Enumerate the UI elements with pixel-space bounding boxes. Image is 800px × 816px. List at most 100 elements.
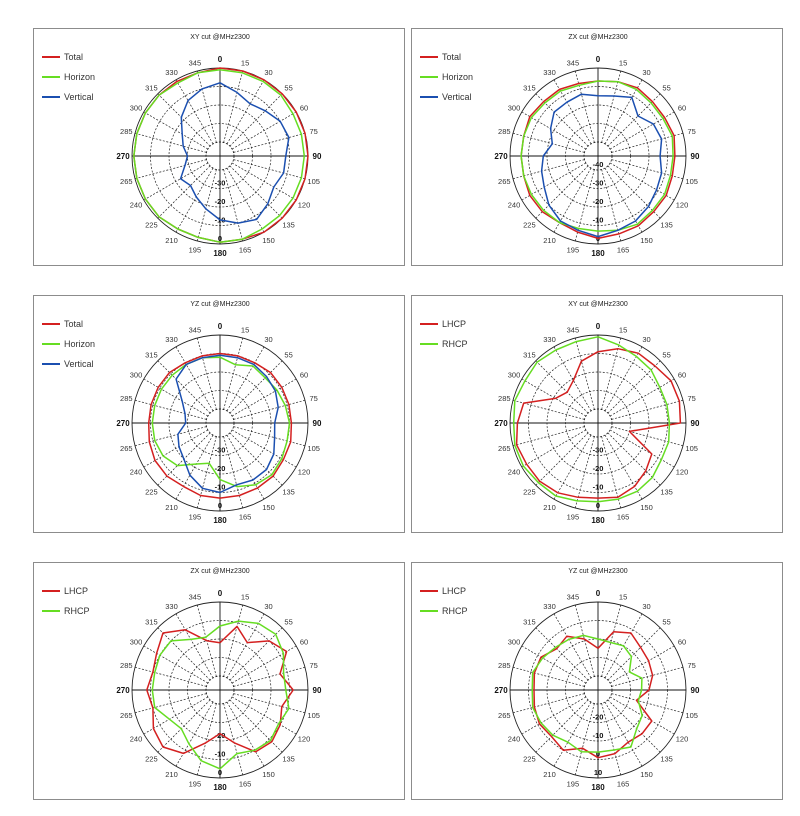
legend-label: Horizon: [442, 72, 473, 82]
grid-spoke: [196, 169, 217, 242]
angle-tick-label: 120: [298, 735, 311, 744]
grid-spoke: [574, 703, 595, 776]
angle-tick-label: 105: [685, 444, 698, 453]
angle-tick-label: 150: [640, 770, 653, 779]
legend-label: RHCP: [442, 606, 468, 616]
angle-tick-label: 270: [116, 686, 130, 695]
angle-tick-label: 285: [498, 661, 511, 670]
angle-tick-label: 55: [284, 617, 292, 626]
grid-spoke: [175, 434, 214, 500]
grid-spoke: [196, 337, 217, 410]
grid-spoke: [604, 346, 643, 412]
grid-spoke: [601, 604, 622, 677]
angle-tick-label: 90: [313, 419, 322, 428]
legend-label: Horizon: [64, 72, 95, 82]
angle-tick-label: 15: [619, 325, 627, 334]
grid-spoke: [611, 426, 684, 447]
grid-spoke: [535, 165, 589, 219]
chart-panel-yz-cp: YZ cut @MHz2300 0 15 30 55 60 75 90 105 120 135 150…: [411, 562, 783, 800]
legend-label: RHCP: [442, 339, 468, 349]
grid-spoke: [134, 693, 207, 714]
grid-spoke: [134, 132, 207, 153]
grid-spoke: [231, 429, 297, 468]
angle-tick-label: 60: [678, 104, 686, 113]
grid-spoke: [223, 703, 244, 776]
angle-tick-label: 195: [189, 513, 202, 522]
grid-spoke: [233, 666, 306, 687]
grid-spoke: [607, 699, 661, 753]
angle-tick-label: 265: [498, 177, 511, 186]
angle-tick-label: 30: [642, 335, 650, 344]
angle-tick-label: 180: [591, 516, 605, 525]
grid-spoke: [521, 645, 587, 684]
angle-tick-label: 55: [662, 350, 670, 359]
grid-spoke: [229, 627, 283, 681]
angle-tick-label: 30: [264, 68, 272, 77]
angle-tick-label: 300: [508, 371, 521, 380]
angle-tick-label: 120: [298, 468, 311, 477]
angle-tick-label: 75: [310, 394, 318, 403]
polar-chart: YZ cut @MHz2300 0 15 30 55 60 75 90 105 120 135 150…: [42, 301, 322, 525]
angle-tick-label: 300: [130, 104, 143, 113]
radial-tick-label: -10: [593, 731, 604, 740]
angle-tick-label: 315: [145, 617, 158, 626]
grid-spoke: [553, 346, 592, 412]
angle-tick-label: 225: [145, 488, 158, 497]
grid-spoke: [512, 666, 585, 687]
angle-tick-label: 315: [523, 617, 536, 626]
grid-spoke: [226, 79, 265, 145]
angle-tick-label: 0: [218, 55, 223, 64]
grid-spoke: [512, 159, 585, 180]
legend-label: Total: [64, 319, 83, 329]
angle-tick-label: 105: [307, 444, 320, 453]
series-line: [531, 634, 643, 753]
chart-panel-yz-total: YZ cut @MHz2300 0 15 30 55 60 75 90 105 120 135 150…: [33, 295, 405, 533]
angle-tick-label: 345: [189, 592, 202, 601]
grid-spoke: [226, 434, 265, 500]
grid-spoke: [604, 701, 643, 767]
grid-spoke: [223, 337, 244, 410]
angle-tick-label: 285: [120, 394, 133, 403]
angle-tick-label: 315: [523, 83, 536, 92]
grid-spoke: [607, 627, 661, 681]
angle-tick-label: 195: [189, 246, 202, 255]
grid-spoke: [611, 666, 684, 687]
inner-ring: [205, 408, 235, 438]
series-line: [175, 354, 279, 494]
angle-tick-label: 300: [130, 371, 143, 380]
grid-spoke: [574, 436, 595, 509]
angle-tick-label: 285: [498, 394, 511, 403]
legend-label: Horizon: [64, 339, 95, 349]
grid-spoke: [231, 696, 297, 735]
angle-tick-label: 150: [262, 503, 275, 512]
angle-tick-label: 30: [642, 602, 650, 611]
angle-tick-label: 90: [691, 419, 700, 428]
grid-spoke: [175, 701, 214, 767]
radial-tick-label: -20: [593, 197, 604, 206]
angle-tick-label: 240: [130, 735, 143, 744]
angle-tick-label: 240: [130, 201, 143, 210]
polar-chart: XY cut @MHz2300 0 15 30 55 60 75 90 105 120 135 150…: [420, 301, 700, 525]
chart-title: YZ cut @MHz2300: [568, 568, 627, 575]
angle-tick-label: 15: [619, 592, 627, 601]
angle-tick-label: 135: [282, 488, 295, 497]
angle-tick-label: 285: [120, 127, 133, 136]
grid-spoke: [134, 666, 207, 687]
angle-tick-label: 75: [688, 127, 696, 136]
angle-tick-label: 265: [120, 444, 133, 453]
angle-tick-label: 240: [508, 735, 521, 744]
angle-tick-label: 195: [567, 246, 580, 255]
angle-tick-label: 330: [543, 602, 556, 611]
inner-ring: [583, 141, 613, 171]
angle-tick-label: 60: [678, 371, 686, 380]
chart-title: XY cut @MHz2300: [190, 34, 250, 41]
angle-tick-label: 300: [130, 638, 143, 647]
grid-spoke: [574, 337, 595, 410]
radial-tick-label: -30: [215, 179, 226, 188]
radial-tick-label: -20: [215, 464, 226, 473]
radial-tick-label: -20: [215, 197, 226, 206]
grid-spoke: [134, 426, 207, 447]
angle-tick-label: 0: [596, 55, 601, 64]
grid-spoke: [223, 169, 244, 242]
angle-tick-label: 60: [678, 638, 686, 647]
